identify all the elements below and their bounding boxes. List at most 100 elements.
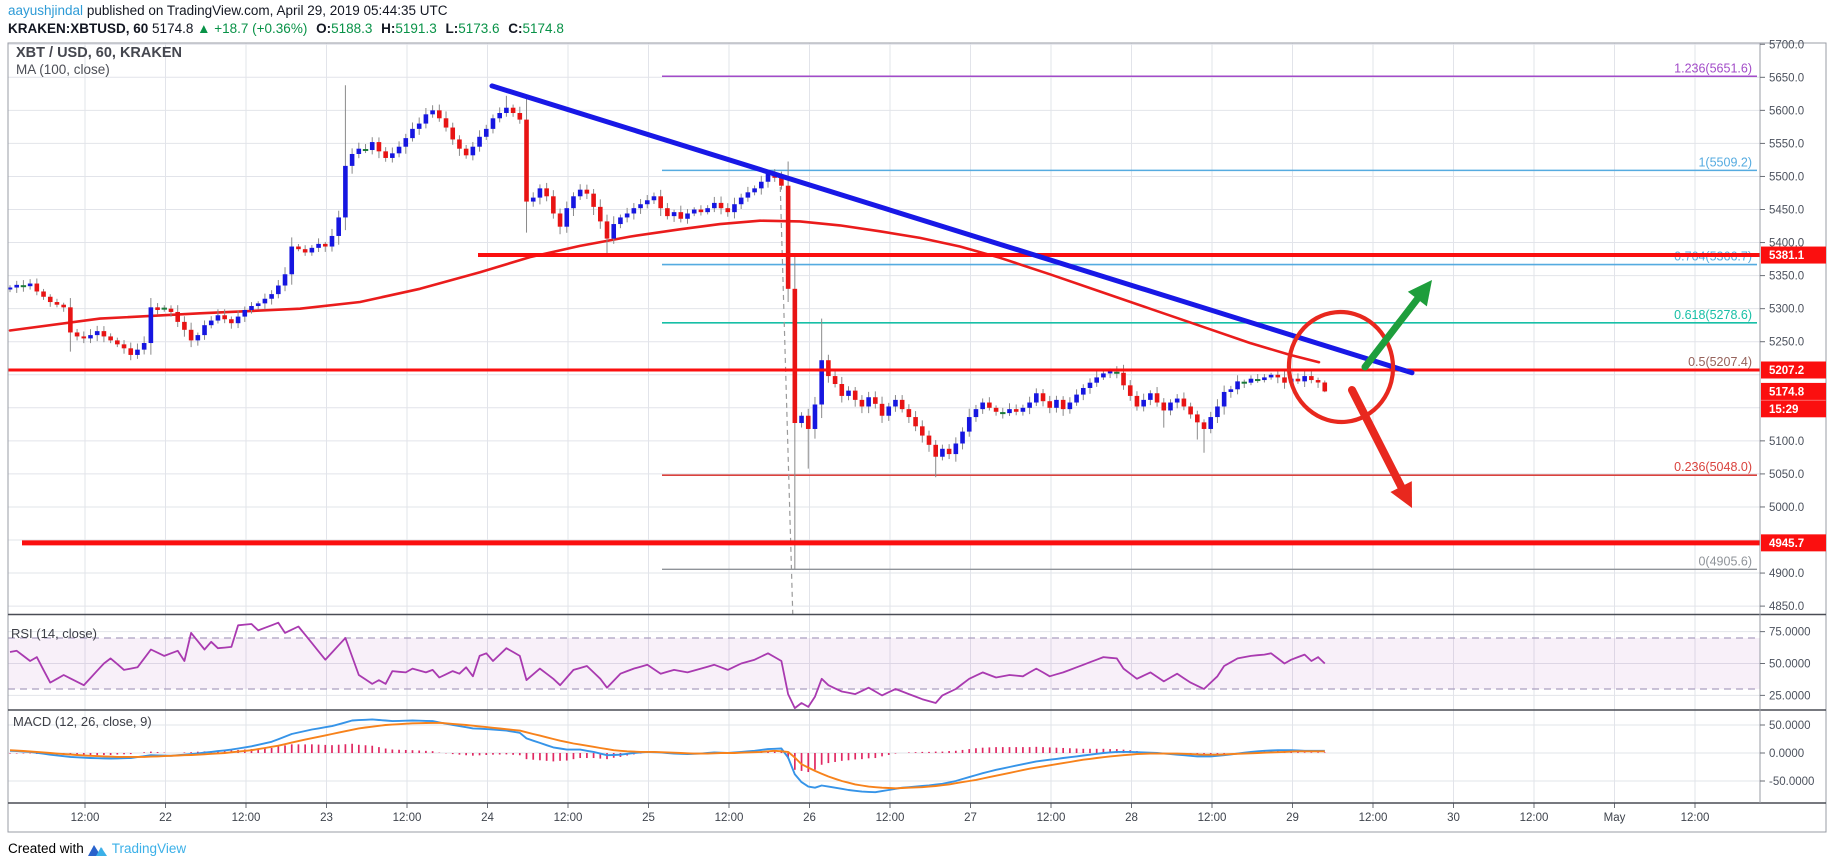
author-link[interactable]: aayushjindal bbox=[8, 3, 84, 18]
down-candle bbox=[524, 119, 529, 202]
down-candle bbox=[450, 127, 456, 140]
up-candle bbox=[866, 397, 871, 407]
svg-text:-50.0000: -50.0000 bbox=[1769, 776, 1814, 788]
down-candle bbox=[182, 321, 187, 330]
up-candle bbox=[343, 165, 348, 218]
down-candle bbox=[557, 213, 563, 227]
bullish-arrow[interactable] bbox=[1361, 280, 1432, 371]
down-candle bbox=[1013, 409, 1019, 412]
down-candle bbox=[933, 444, 939, 457]
up-candle bbox=[249, 306, 254, 310]
down-candle bbox=[443, 118, 449, 128]
down-candle bbox=[1315, 380, 1321, 383]
svg-text:27: 27 bbox=[964, 812, 977, 824]
down-candle bbox=[463, 148, 469, 156]
up-candle bbox=[1268, 374, 1274, 378]
svg-text:12:00: 12:00 bbox=[393, 812, 422, 824]
price-axis[interactable]: 5700.05650.05600.05550.05500.05450.05400… bbox=[1760, 39, 1826, 788]
up-candle bbox=[497, 113, 502, 119]
up-candle bbox=[886, 406, 892, 416]
level-price-tag: 5207.2 bbox=[1761, 361, 1826, 379]
svg-text:0.618(5278.6): 0.618(5278.6) bbox=[1674, 308, 1752, 322]
down-candle bbox=[1154, 393, 1160, 403]
svg-text:5500.0: 5500.0 bbox=[1769, 171, 1804, 183]
main-pane[interactable]: 1.236(5651.6)1(5509.2)0.764(5366.7)0.618… bbox=[8, 43, 1760, 622]
down-candle bbox=[322, 243, 328, 247]
byline: aayushjindal published on TradingView.co… bbox=[8, 2, 564, 19]
time-tick-label: 12:00 bbox=[71, 812, 100, 824]
up-candle bbox=[470, 146, 476, 156]
created-with-label: Created with bbox=[8, 841, 84, 856]
time-tick-label: 12:00 bbox=[1520, 812, 1549, 824]
down-candle bbox=[805, 415, 811, 429]
svg-text:5381.1: 5381.1 bbox=[1769, 250, 1805, 262]
down-candle bbox=[188, 329, 194, 341]
down-candle bbox=[41, 291, 46, 297]
svg-text:12:00: 12:00 bbox=[1681, 812, 1710, 824]
rsi-legend: RSI (14, close) bbox=[11, 626, 97, 641]
down-candle bbox=[987, 402, 992, 408]
svg-text:1(5509.2): 1(5509.2) bbox=[1698, 155, 1752, 169]
up-candle bbox=[973, 409, 979, 418]
down-candle bbox=[1127, 385, 1133, 396]
down-candle bbox=[993, 407, 999, 412]
up-candle bbox=[1148, 393, 1153, 400]
svg-text:5700.0: 5700.0 bbox=[1769, 39, 1804, 51]
down-candle bbox=[785, 185, 791, 289]
bearish-arrow[interactable] bbox=[1348, 386, 1412, 508]
fib-label: 1.236(5651.6) bbox=[1674, 61, 1752, 75]
up-candle bbox=[644, 200, 650, 205]
svg-text:12:00: 12:00 bbox=[876, 812, 905, 824]
svg-text:4900.0: 4900.0 bbox=[1769, 568, 1804, 580]
svg-text:5050.0: 5050.0 bbox=[1769, 469, 1804, 481]
rsi-pane[interactable] bbox=[8, 621, 1760, 709]
up-candle bbox=[1074, 394, 1079, 403]
time-tick-label: 12:00 bbox=[876, 812, 905, 824]
up-candle bbox=[1020, 407, 1026, 412]
svg-text:50.0000: 50.0000 bbox=[1769, 659, 1811, 671]
up-candle bbox=[483, 128, 489, 137]
down-candle bbox=[913, 417, 918, 427]
ma100-line[interactable] bbox=[8, 219, 1321, 364]
up-candle bbox=[745, 192, 751, 198]
rsi-band bbox=[8, 638, 1760, 689]
up-candle bbox=[262, 298, 268, 304]
up-candle bbox=[732, 204, 737, 213]
up-candle bbox=[148, 307, 154, 344]
down-candle bbox=[604, 221, 610, 239]
tradingview-brand-link[interactable]: TradingView bbox=[111, 841, 187, 856]
time-tick-label: 28 bbox=[1125, 812, 1138, 824]
up-candle bbox=[14, 284, 20, 288]
up-candle bbox=[504, 107, 509, 114]
time-tick-label: 12:00 bbox=[715, 812, 744, 824]
up-candle bbox=[1141, 399, 1146, 407]
rsi-line bbox=[9, 621, 1326, 709]
up-candle bbox=[1174, 398, 1180, 403]
down-candle bbox=[437, 110, 442, 119]
down-candle bbox=[792, 288, 798, 424]
down-candle bbox=[175, 311, 180, 322]
up-candle bbox=[705, 208, 710, 213]
down-candle bbox=[1201, 422, 1207, 429]
up-candle bbox=[685, 213, 690, 219]
macd-pane[interactable] bbox=[8, 718, 1760, 794]
svg-text:30: 30 bbox=[1447, 812, 1460, 824]
up-candle bbox=[577, 189, 583, 197]
up-candle bbox=[369, 142, 375, 151]
symbol-label: KRAKEN:XBTUSD, 60 bbox=[8, 21, 149, 36]
up-candle bbox=[1101, 373, 1106, 378]
up-candle bbox=[631, 208, 637, 214]
fib-label: 0.618(5278.6) bbox=[1674, 308, 1752, 322]
ma-legend: MA (100, close) bbox=[16, 62, 110, 77]
down-candle bbox=[296, 246, 301, 250]
descending-trendline[interactable] bbox=[489, 83, 1415, 376]
time-tick-label: 12:00 bbox=[1359, 812, 1388, 824]
svg-text:15:29: 15:29 bbox=[1769, 404, 1798, 416]
down-candle bbox=[584, 189, 590, 194]
tradingview-logo-icon[interactable] bbox=[87, 842, 108, 857]
up-candle bbox=[980, 402, 985, 410]
highlight-circle[interactable] bbox=[1284, 307, 1399, 427]
up-candle bbox=[1262, 377, 1267, 381]
